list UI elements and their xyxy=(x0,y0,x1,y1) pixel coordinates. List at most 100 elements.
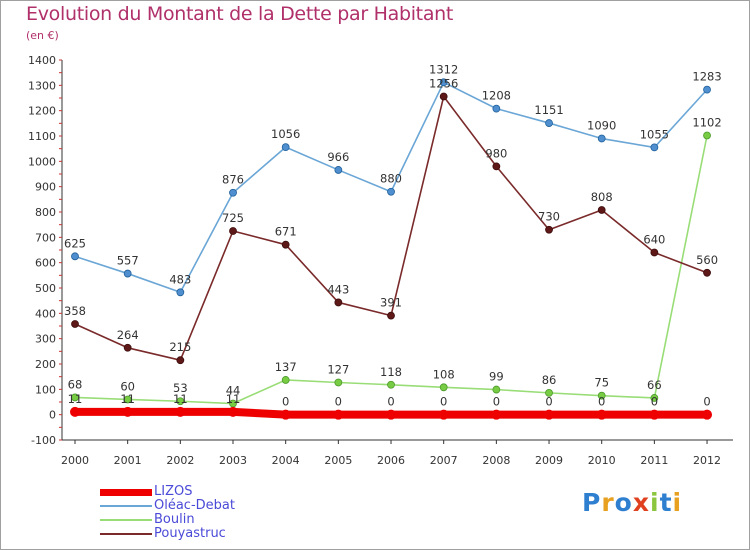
data-label: 86 xyxy=(542,373,557,387)
data-point xyxy=(333,409,344,420)
y-tick-label: 400 xyxy=(35,307,56,320)
data-point xyxy=(649,409,660,420)
x-tick-label: 2007 xyxy=(430,454,458,467)
value-labels: 11 11 11 11 0 0 0 0 0 0 0 0 0 625 557 483 876 1056 966 880 1… xyxy=(64,62,722,408)
data-label: 11 xyxy=(120,392,135,406)
data-point xyxy=(650,394,659,402)
legend-swatch xyxy=(100,505,152,507)
data-point xyxy=(123,343,132,352)
data-point xyxy=(229,188,237,197)
legend-label: LIZOS xyxy=(154,484,193,499)
data-point xyxy=(703,85,711,94)
x-tick-label: 2001 xyxy=(114,454,142,467)
data-label: 1055 xyxy=(640,127,669,141)
chart-subtitle: (en €) xyxy=(26,29,59,42)
data-point xyxy=(229,227,237,235)
y-tick-label: 0 xyxy=(49,409,56,422)
data-label: 60 xyxy=(120,379,135,393)
data-point xyxy=(123,395,132,404)
data-label: 1090 xyxy=(587,119,616,133)
y-tick-label: 300 xyxy=(35,333,56,346)
data-label: 0 xyxy=(545,395,552,409)
data-label: 0 xyxy=(387,395,394,409)
y-tick-label: 100 xyxy=(35,383,56,396)
data-point xyxy=(71,393,79,402)
data-point xyxy=(176,397,185,406)
data-label: 0 xyxy=(493,395,500,409)
data-point xyxy=(438,409,449,420)
data-label: 625 xyxy=(64,236,86,250)
chart-title: Evolution du Montant de la Dette par Hab… xyxy=(26,3,454,25)
data-point xyxy=(334,378,343,387)
y-tick-label: 900 xyxy=(35,181,56,194)
logo-letter: P xyxy=(582,488,602,517)
x-tick-label: 2000 xyxy=(61,454,89,467)
data-point xyxy=(545,119,553,127)
y-tick-label: 200 xyxy=(35,358,56,371)
data-point xyxy=(703,268,711,277)
data-label: 1151 xyxy=(534,103,563,117)
data-point xyxy=(439,92,448,101)
x-tick-label: 2004 xyxy=(272,454,300,467)
data-point xyxy=(71,320,79,328)
data-label: 1056 xyxy=(271,127,300,141)
data-label: 0 xyxy=(440,395,447,409)
data-label: 725 xyxy=(222,211,244,225)
data-label: 0 xyxy=(703,395,710,409)
data-point xyxy=(70,406,80,417)
y-tick-label: 700 xyxy=(35,231,56,244)
x-tick-label: 2009 xyxy=(535,454,563,467)
x-tick-label: 2006 xyxy=(377,454,405,467)
data-point xyxy=(492,385,501,394)
data-point xyxy=(386,409,397,420)
data-label: 1256 xyxy=(429,76,458,90)
data-label: 560 xyxy=(696,253,718,267)
data-label: 118 xyxy=(380,365,402,379)
data-label: 876 xyxy=(222,173,244,187)
y-tick-label: 500 xyxy=(35,282,56,295)
data-point xyxy=(702,409,713,420)
data-point xyxy=(334,298,343,307)
data-point xyxy=(492,162,501,171)
data-point xyxy=(280,409,291,420)
series-points xyxy=(70,78,713,420)
data-point xyxy=(597,391,606,400)
y-tick-label: 1100 xyxy=(28,130,56,143)
data-label: 808 xyxy=(591,190,613,204)
legend-label: Pouyastruc xyxy=(154,526,226,541)
data-label: 966 xyxy=(327,150,349,164)
logo-letter: i xyxy=(650,488,660,517)
data-label: 127 xyxy=(327,362,349,376)
data-point xyxy=(596,409,607,420)
data-label: 0 xyxy=(598,395,605,409)
data-point xyxy=(122,406,133,417)
data-label: 1283 xyxy=(692,70,721,84)
data-point xyxy=(545,225,553,234)
data-label: 640 xyxy=(643,233,665,247)
data-label: 358 xyxy=(64,304,86,318)
y-tick-label: 1400 xyxy=(28,54,56,67)
data-point xyxy=(123,269,132,278)
data-point xyxy=(387,311,395,320)
data-point xyxy=(439,383,448,392)
logo-letter: r xyxy=(601,488,615,517)
x-tick-label: 2008 xyxy=(482,454,510,467)
y-tick-label: 1200 xyxy=(28,105,56,118)
data-label: 980 xyxy=(485,146,507,160)
x-tick-label: 2002 xyxy=(166,454,194,467)
data-label: 75 xyxy=(594,376,609,390)
data-label: 0 xyxy=(651,395,658,409)
data-point xyxy=(545,388,553,397)
legend-swatch xyxy=(100,533,152,535)
series-line-pouyastruc xyxy=(74,95,708,362)
logo-letter: x xyxy=(632,488,650,517)
data-label: 215 xyxy=(169,340,191,354)
data-label: 880 xyxy=(380,172,402,186)
data-point xyxy=(650,248,659,257)
data-label: 137 xyxy=(275,360,297,374)
data-label: 53 xyxy=(173,381,188,395)
data-label: 671 xyxy=(275,225,297,239)
x-tick-label: 2012 xyxy=(693,454,721,467)
data-label: 0 xyxy=(282,395,289,409)
